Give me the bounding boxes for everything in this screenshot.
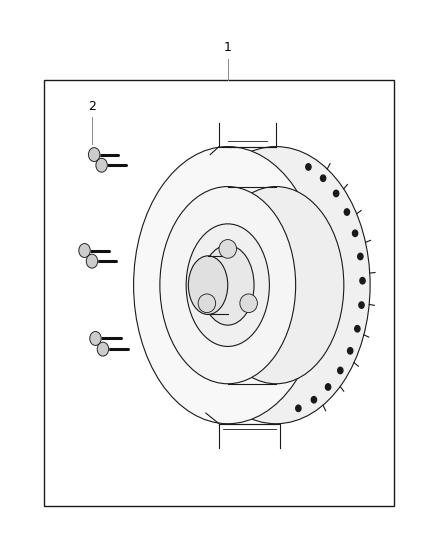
- Circle shape: [325, 384, 331, 390]
- Ellipse shape: [160, 187, 296, 384]
- Circle shape: [355, 326, 360, 332]
- Text: 1: 1: [224, 42, 232, 54]
- Circle shape: [344, 209, 350, 215]
- Circle shape: [79, 244, 90, 257]
- Circle shape: [358, 253, 363, 260]
- Circle shape: [359, 302, 364, 308]
- Text: 2: 2: [88, 100, 96, 113]
- Ellipse shape: [201, 245, 254, 325]
- Circle shape: [96, 158, 107, 172]
- Ellipse shape: [186, 224, 269, 346]
- Ellipse shape: [182, 147, 370, 424]
- Ellipse shape: [188, 256, 228, 314]
- Circle shape: [88, 148, 100, 161]
- Circle shape: [296, 405, 301, 411]
- Circle shape: [97, 342, 109, 356]
- Circle shape: [360, 278, 365, 284]
- Circle shape: [348, 348, 353, 354]
- Circle shape: [338, 367, 343, 374]
- Circle shape: [333, 190, 339, 197]
- Bar: [44, 80, 394, 506]
- Ellipse shape: [134, 147, 322, 424]
- Circle shape: [306, 164, 311, 170]
- Circle shape: [321, 175, 326, 181]
- Ellipse shape: [208, 187, 344, 384]
- Ellipse shape: [198, 294, 215, 312]
- Circle shape: [86, 254, 98, 268]
- Circle shape: [311, 397, 317, 403]
- Circle shape: [353, 230, 358, 237]
- Ellipse shape: [240, 294, 258, 312]
- Circle shape: [90, 332, 101, 345]
- Ellipse shape: [219, 240, 237, 258]
